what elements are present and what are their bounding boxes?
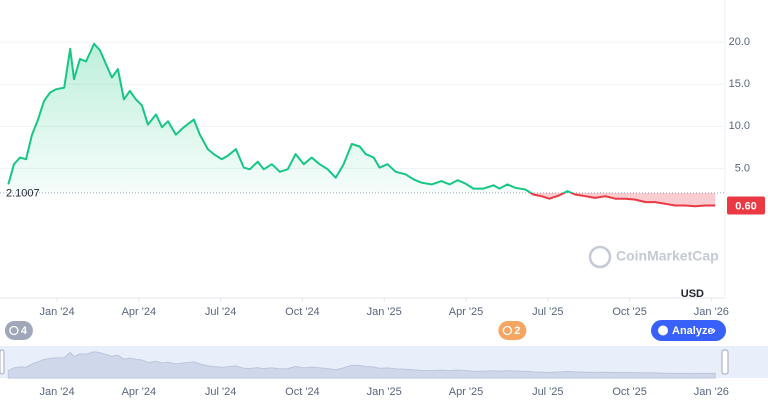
navigator-handle[interactable] xyxy=(0,349,5,375)
event-count[interactable]: 4 xyxy=(21,325,28,337)
current-price-tag xyxy=(727,196,765,215)
area xyxy=(8,43,716,207)
navigator-tick-label: Jul '25 xyxy=(532,386,563,398)
x-tick-label: Jan '24 xyxy=(40,306,75,318)
event-icon xyxy=(502,325,513,336)
analyze-label[interactable]: Analyze xyxy=(672,325,714,337)
navigator-tick-label: Jan '24 xyxy=(40,386,75,398)
navigator-tick-label: Jan '25 xyxy=(367,386,402,398)
y-tick-label: 10.0 xyxy=(729,120,750,132)
event-icon xyxy=(9,325,19,336)
x-tick-label: Oct '25 xyxy=(612,306,647,318)
navigator-handle[interactable] xyxy=(721,349,729,375)
event-count[interactable]: 2 xyxy=(514,325,520,337)
event-badge[interactable] xyxy=(4,321,33,340)
x-tick-label: Jul '25 xyxy=(532,306,563,318)
navigator-tick-label: Oct '25 xyxy=(612,386,647,398)
navigator-area xyxy=(7,351,716,379)
x-tick-label: Oct '24 xyxy=(285,306,320,318)
unit-label: USD xyxy=(681,288,704,300)
y-tick-label: 15.0 xyxy=(729,78,750,90)
x-tick-label: Apr '25 xyxy=(449,306,484,318)
navigator-tick-label: Apr '25 xyxy=(449,386,484,398)
analyze-arrow: › xyxy=(712,325,716,337)
y-tick-label: 5.0 xyxy=(735,162,750,174)
x-tick-label: Jul '24 xyxy=(205,306,236,318)
analyze-bg[interactable] xyxy=(651,320,726,341)
price-line xyxy=(7,42,716,208)
y-tick-label: 20.0 xyxy=(729,36,750,48)
x-tick-label: Apr '24 xyxy=(122,306,157,318)
current-price-label: 0.60 xyxy=(735,200,756,212)
navigator-tick-label: Oct '24 xyxy=(285,386,320,398)
analyze-button[interactable]: Analyze › xyxy=(651,320,726,341)
navigator-tick-label: Jul '24 xyxy=(205,386,236,398)
x-tick-label: Jan '25 xyxy=(367,306,402,318)
watermark: CoinMarketCap xyxy=(588,245,719,269)
event-badge[interactable] xyxy=(498,321,527,340)
navigator-tick-label: Jan '26 xyxy=(694,386,729,398)
analyze-icon xyxy=(658,325,668,336)
x-tick-label: Jan '26 xyxy=(694,306,729,318)
watermark-text: CoinMarketCap xyxy=(616,248,719,264)
navigator-tick-label: Apr '24 xyxy=(122,386,157,398)
